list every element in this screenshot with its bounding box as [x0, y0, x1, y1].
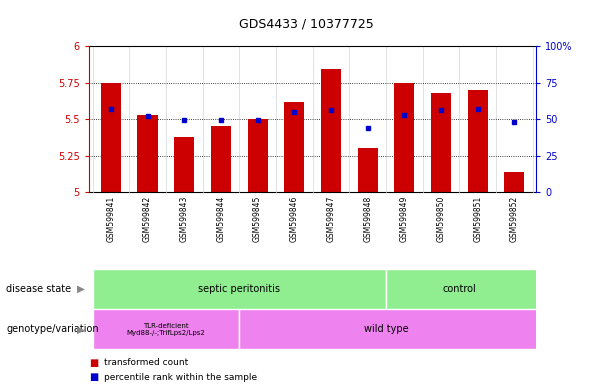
Text: transformed count: transformed count	[104, 358, 188, 367]
Bar	[239, 309, 551, 349]
Text: GSM599851: GSM599851	[473, 196, 482, 242]
Text: GSM599850: GSM599850	[436, 196, 446, 242]
Text: ■: ■	[89, 372, 98, 382]
Text: septic peritonitis: septic peritonitis	[198, 284, 280, 294]
Text: GSM599844: GSM599844	[216, 196, 226, 242]
Text: GDS4433 / 10377725: GDS4433 / 10377725	[239, 17, 374, 30]
Text: wild type: wild type	[364, 324, 408, 334]
Text: ■: ■	[89, 358, 98, 368]
Bar	[468, 90, 488, 192]
Bar	[321, 70, 341, 192]
Text: disease state: disease state	[6, 284, 71, 294]
Bar	[101, 83, 121, 192]
Text: GSM599846: GSM599846	[290, 196, 299, 242]
Bar	[211, 126, 231, 192]
Text: GSM599845: GSM599845	[253, 196, 262, 242]
Bar	[394, 83, 414, 192]
Text: control: control	[443, 284, 476, 294]
Bar	[248, 119, 268, 192]
Text: GSM599852: GSM599852	[510, 196, 519, 242]
Bar	[357, 148, 378, 192]
Text: TLR-deficient
Myd88-/-;TrifLps2/Lps2: TLR-deficient Myd88-/-;TrifLps2/Lps2	[126, 323, 205, 336]
Bar	[504, 172, 525, 192]
Text: percentile rank within the sample: percentile rank within the sample	[104, 372, 257, 382]
Text: GSM599849: GSM599849	[400, 196, 409, 242]
Bar	[284, 101, 305, 192]
Text: GSM599847: GSM599847	[327, 196, 335, 242]
Text: GSM599842: GSM599842	[143, 196, 152, 242]
Bar	[431, 93, 451, 192]
Text: genotype/variation: genotype/variation	[6, 324, 99, 334]
Bar	[386, 269, 551, 309]
Text: GSM599848: GSM599848	[363, 196, 372, 242]
Bar	[93, 269, 386, 309]
Text: ▶: ▶	[77, 324, 85, 334]
Text: GSM599841: GSM599841	[107, 196, 115, 242]
Bar	[93, 309, 239, 349]
Text: ▶: ▶	[77, 284, 85, 294]
Text: GSM599843: GSM599843	[180, 196, 189, 242]
Bar	[137, 115, 158, 192]
Bar	[174, 137, 194, 192]
